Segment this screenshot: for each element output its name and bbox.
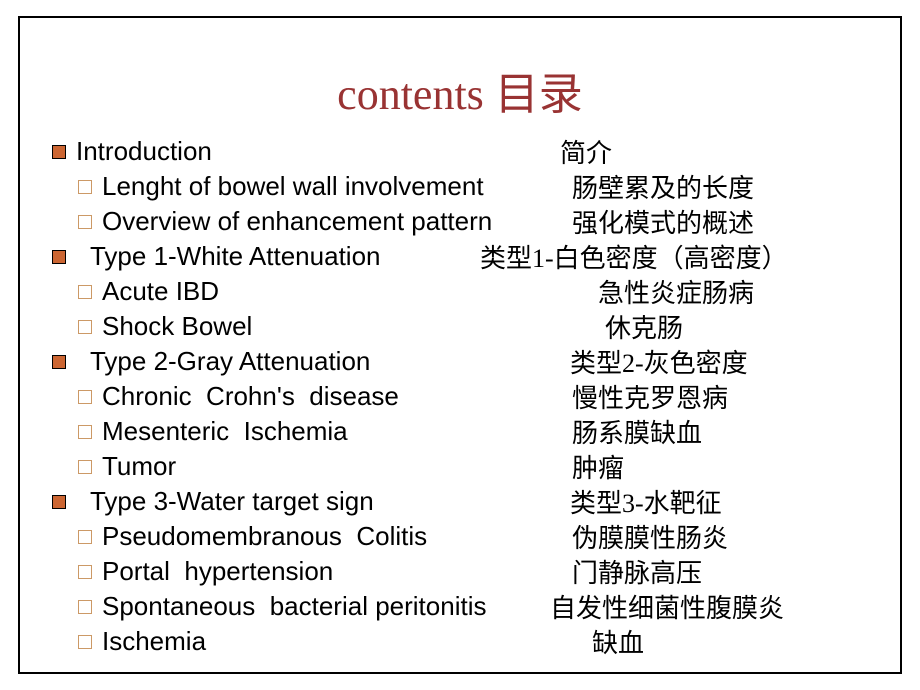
item-english-text: Ischemia [102,626,206,657]
item-chinese-text: 类型1-白色密度（高密度） [480,238,788,275]
square-bullet-outline-icon [78,460,92,474]
contents-list: Introduction简介Lenght of bowel wall invol… [20,134,900,659]
square-bullet-outline-icon [78,530,92,544]
item-chinese-text: 简介 [560,133,612,170]
item-chinese-text: 肠壁累及的长度 [572,168,754,205]
square-bullet-filled-icon [52,495,66,509]
square-bullet-outline-icon [78,215,92,229]
square-bullet-outline-icon [78,425,92,439]
item-chinese-text: 类型2-灰色密度 [570,343,748,380]
list-item: Acute IBD 急性炎症肠病 [50,274,880,309]
list-item: Tumor 肿瘤 [50,449,880,484]
list-item: Type 1-White Attenuation 类型1-白色密度（高密度） [50,239,880,274]
item-english-text: Overview of enhancement pattern [102,206,492,237]
item-chinese-text: 肿瘤 [572,448,624,485]
square-bullet-outline-icon [78,565,92,579]
square-bullet-outline-icon [78,635,92,649]
item-english-text: Chronic Crohn's disease [102,381,399,412]
item-chinese-text: 缺血 [592,623,644,660]
item-chinese-text: 急性炎症肠病 [598,273,754,310]
list-item: Lenght of bowel wall involvement 肠壁累及的长度 [50,169,880,204]
item-english-text: Portal hypertension [102,556,333,587]
item-english-text: Mesenteric Ischemia [102,416,348,447]
list-item: Spontaneous bacterial peritonitis 自发性细菌性腹… [50,589,880,624]
item-chinese-text: 类型3-水靶征 [570,483,722,520]
list-item: Chronic Crohn's disease 慢性克罗恩病 [50,379,880,414]
item-chinese-text: 伪膜膜性肠炎 [572,518,728,555]
item-english-text: Acute IBD [102,276,219,307]
item-chinese-text: 自发性细菌性腹膜炎 [550,588,784,625]
slide-frame: contents 目录 Introduction简介Lenght of bowe… [18,16,902,674]
square-bullet-outline-icon [78,320,92,334]
list-item: Ischemia 缺血 [50,624,880,659]
item-english-text: Type 1-White Attenuation [76,241,380,272]
item-english-text: Lenght of bowel wall involvement [102,171,484,202]
square-bullet-filled-icon [52,355,66,369]
list-item: Mesenteric Ischemia 肠系膜缺血 [50,414,880,449]
item-english-text: Type 2-Gray Attenuation [76,346,370,377]
item-english-text: Type 3-Water target sign [76,486,374,517]
item-chinese-text: 强化模式的概述 [572,203,754,240]
list-item: Pseudomembranous Colitis 伪膜膜性肠炎 [50,519,880,554]
list-item: Overview of enhancement pattern 强化模式的概述 [50,204,880,239]
square-bullet-outline-icon [78,180,92,194]
list-item: Portal hypertension 门静脉高压 [50,554,880,589]
list-item: Shock Bowel 休克肠 [50,309,880,344]
item-chinese-text: 休克肠 [605,308,683,345]
item-chinese-text: 慢性克罗恩病 [572,378,728,415]
square-bullet-outline-icon [78,285,92,299]
list-item: Introduction 简介 [50,134,880,169]
item-english-text: Tumor [102,451,176,482]
square-bullet-filled-icon [52,145,66,159]
square-bullet-outline-icon [78,390,92,404]
item-english-text: Spontaneous bacterial peritonitis [102,591,486,622]
item-english-text: Shock Bowel [102,311,252,342]
square-bullet-filled-icon [52,250,66,264]
item-chinese-text: 肠系膜缺血 [572,413,702,450]
square-bullet-outline-icon [78,600,92,614]
list-item: Type 2-Gray Attenuation 类型2-灰色密度 [50,344,880,379]
item-chinese-text: 门静脉高压 [572,553,702,590]
item-english-text: Introduction [76,136,212,167]
slide-title: contents 目录 [20,58,900,122]
list-item: Type 3-Water target sign 类型3-水靶征 [50,484,880,519]
item-english-text: Pseudomembranous Colitis [102,521,427,552]
